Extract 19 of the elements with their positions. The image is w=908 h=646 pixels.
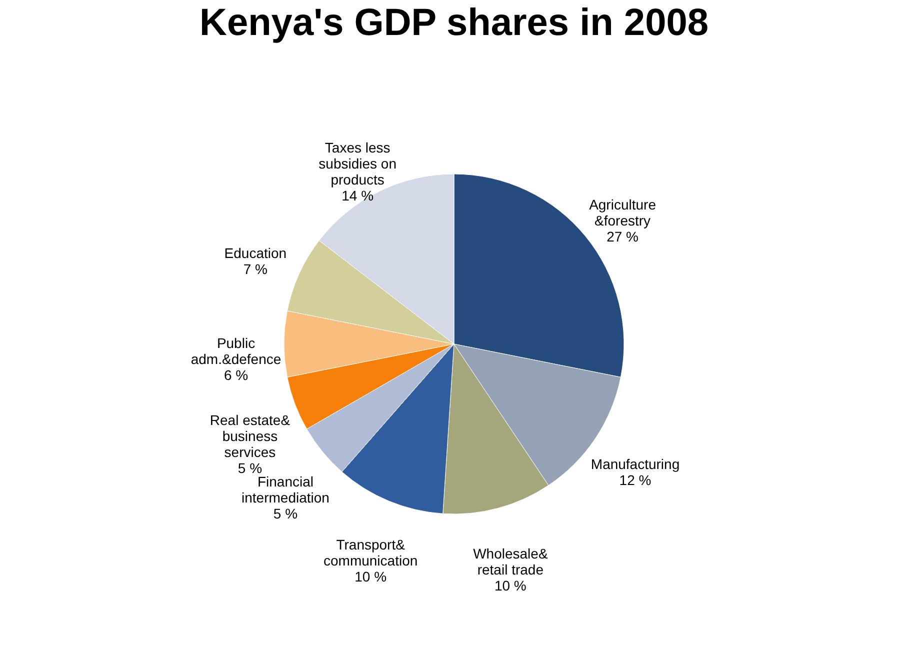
- data-label: 14 %: [342, 187, 374, 204]
- data-label: 10 %: [494, 578, 526, 594]
- slice-label: Education: [224, 245, 287, 262]
- data-label: 7 %: [243, 261, 268, 278]
- slice-label: Agriculture &forestry: [589, 196, 656, 229]
- slice-label: Taxes less subsidies on products: [318, 139, 396, 188]
- slice-label: Manufacturing: [590, 456, 680, 472]
- data-label: 6 %: [224, 367, 248, 383]
- slice-label: Financial intermediation: [242, 473, 330, 506]
- data-label: 27 %: [606, 228, 638, 245]
- data-label: 5 %: [238, 460, 262, 476]
- slice-label: Transport& communication: [323, 536, 418, 568]
- slice-label: Wholesale& retail trade: [473, 546, 548, 578]
- data-label: 10 %: [354, 568, 387, 584]
- data-label: 12 %: [619, 472, 652, 488]
- data-label: 5 %: [273, 505, 298, 522]
- chart-title: Kenya's GDP shares in 2008: [200, 2, 708, 44]
- slice-label: Public adm.&defence: [190, 335, 282, 367]
- slice-label: Real estate& business services: [210, 412, 291, 460]
